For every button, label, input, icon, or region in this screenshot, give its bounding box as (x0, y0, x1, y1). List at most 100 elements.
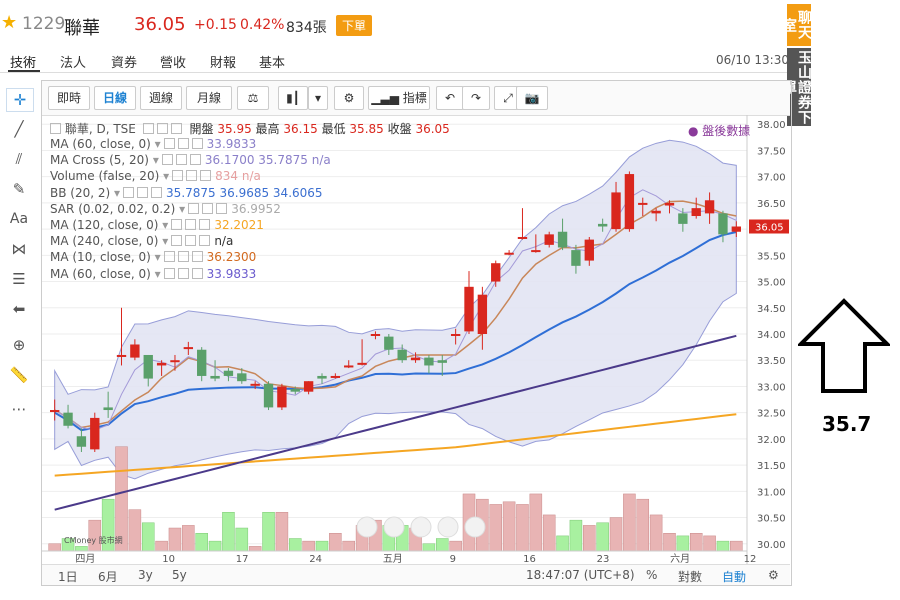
measure-icon[interactable]: 📏 (9, 366, 29, 384)
intraday-button[interactable]: 即時 (48, 86, 90, 110)
text-tool-icon[interactable]: Aa (9, 211, 29, 227)
settings-icon[interactable] (177, 251, 189, 263)
candle-body (156, 362, 167, 366)
tab-technical[interactable]: 技術 (10, 56, 37, 71)
settings-icon[interactable] (177, 138, 189, 149)
redo-icon[interactable]: ↷ (462, 86, 490, 110)
volume-bar (275, 512, 289, 552)
range-3y[interactable]: 3y (138, 568, 153, 582)
remove-icon[interactable] (199, 219, 211, 230)
candle-body (437, 360, 447, 363)
visibility-icon[interactable] (171, 235, 183, 247)
legend-dropdown-icon[interactable]: ▾ (163, 169, 170, 184)
visibility-icon[interactable] (171, 219, 183, 230)
settings-icon[interactable] (175, 154, 187, 166)
date-tick-label: 16 (523, 554, 536, 564)
price-tick-label: 34.00 (757, 330, 786, 341)
legend-dropdown-icon[interactable]: ▾ (114, 185, 121, 200)
visibility-icon[interactable] (188, 202, 200, 214)
fib-fan-icon[interactable]: ⫽ (15, 150, 23, 168)
settings-icon[interactable] (186, 170, 198, 182)
visibility-icon[interactable] (172, 170, 184, 182)
brush-icon[interactable]: ✎ (12, 180, 26, 198)
compare-scale-icon[interactable]: ⚖ (237, 86, 269, 110)
date-tick-label: 23 (597, 554, 610, 564)
remove-icon[interactable] (191, 251, 203, 263)
place-order-button[interactable]: 下單 (336, 15, 373, 36)
visibility-icon[interactable] (142, 123, 154, 134)
tab-financials[interactable]: 財報 (210, 56, 237, 71)
tab-margin[interactable]: 資券 (111, 56, 138, 71)
price-chart[interactable]: 38.0037.5037.0036.5036.0035.5035.0034.50… (42, 115, 790, 564)
legend-dropdown-icon[interactable]: ▾ (154, 137, 161, 151)
range-6m[interactable]: 6月 (98, 570, 118, 584)
remove-icon[interactable] (151, 186, 163, 198)
legend-indicator-value: 36.2300 (206, 250, 257, 265)
price-tick-label: 35.00 (757, 278, 786, 289)
daily-button[interactable]: 日線 (94, 86, 136, 110)
visibility-icon[interactable] (163, 267, 175, 279)
auto-scale-toggle[interactable]: 自動 (722, 570, 747, 584)
volume-bar (569, 519, 583, 552)
after-hours-data-link[interactable]: ● 盤後數據 (688, 124, 751, 138)
settings-icon[interactable] (185, 219, 197, 230)
settings-icon[interactable] (202, 202, 214, 214)
remove-icon[interactable] (191, 138, 203, 149)
favorite-star-icon[interactable]: ★ (1, 12, 18, 33)
legend-dropdown-icon[interactable]: ▾ (152, 153, 159, 168)
monthly-button[interactable]: 月線 (186, 86, 232, 110)
candle-body (50, 410, 60, 413)
weekly-button[interactable]: 週線 (140, 86, 182, 110)
range-5y[interactable]: 5y (172, 568, 187, 582)
candle-body (183, 347, 194, 350)
settings-icon[interactable] (137, 186, 149, 198)
more-tools-icon[interactable]: ⋯ (11, 400, 27, 418)
fib-retracement-icon[interactable]: ☰ (12, 270, 26, 288)
settings-icon[interactable] (156, 123, 168, 134)
chart-type-dropdown-icon[interactable]: ▾ (308, 86, 328, 110)
candle-body (370, 334, 381, 336)
remove-icon[interactable] (199, 235, 211, 247)
tab-revenue[interactable]: 營收 (160, 56, 187, 71)
legend-dropdown-icon[interactable]: ▾ (154, 250, 161, 265)
remove-icon[interactable] (200, 170, 212, 182)
camera-icon[interactable]: 📷 (516, 86, 548, 110)
arrow-left-icon[interactable]: ⬅ (12, 300, 26, 318)
remove-icon[interactable] (216, 202, 228, 214)
axis-settings-gear-icon[interactable]: ⚙ (768, 568, 779, 582)
legend-dropdown-icon[interactable]: ▾ (162, 234, 169, 249)
range-1d[interactable]: 1日 (58, 570, 78, 584)
volume-bar (235, 527, 249, 552)
legend-dropdown-icon[interactable]: ▾ (154, 266, 161, 281)
log-scale-toggle[interactable]: 對數 (678, 570, 703, 584)
candle-body (263, 383, 274, 408)
legend-dropdown-icon[interactable]: ▾ (162, 218, 169, 232)
remove-icon[interactable] (191, 267, 203, 279)
crosshair-icon[interactable]: ✛ (6, 88, 34, 112)
volume-bar (636, 498, 650, 552)
settings-icon[interactable] (177, 267, 189, 279)
legend-dropdown-icon[interactable]: ▾ (179, 201, 186, 216)
visibility-icon[interactable] (161, 154, 173, 166)
remove-icon[interactable] (189, 154, 201, 166)
trend-line-icon[interactable]: ╱ (14, 120, 24, 138)
remove-icon[interactable] (170, 123, 182, 134)
pattern-icon[interactable]: ⋈ (11, 240, 27, 258)
price-tick-label: 30.50 (757, 514, 786, 525)
zoom-icon[interactable]: ⊕ (12, 336, 26, 354)
visibility-icon[interactable] (163, 138, 175, 149)
indicators-button[interactable]: ▁▃▅ 指標 (368, 86, 430, 110)
percent-scale-toggle[interactable]: % (646, 568, 658, 582)
candlestick-type-icon[interactable]: ▮┃ (278, 86, 308, 110)
collapse-icon[interactable] (50, 123, 61, 134)
undo-icon[interactable]: ↶ (436, 86, 464, 110)
settings-gear-icon[interactable]: ⚙ (334, 86, 364, 110)
visibility-icon[interactable] (123, 186, 135, 198)
settings-icon[interactable] (185, 235, 197, 247)
tab-basic[interactable]: 基本 (259, 56, 286, 71)
visibility-icon[interactable] (163, 251, 175, 263)
clock-time: 18:47:07 (UTC+8) (526, 568, 635, 582)
legend-indicator-value: 834 n/a (215, 169, 261, 184)
tab-institutional[interactable]: 法人 (60, 56, 87, 71)
chat-room-banner[interactable]: 聊天室 (781, 4, 812, 46)
